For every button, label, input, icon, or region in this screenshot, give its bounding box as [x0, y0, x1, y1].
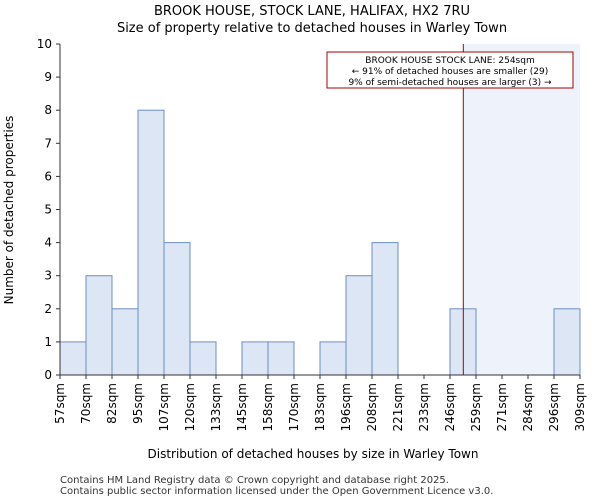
- bar-95sqm: [137, 109, 165, 376]
- bar-145sqm: [241, 341, 269, 376]
- x-tick-label: 284sqm: [521, 383, 535, 431]
- bar-82sqm: [111, 308, 139, 376]
- bar-70sqm: [85, 275, 113, 376]
- y-axis-label: Number of detached properties: [2, 116, 16, 305]
- y-tick-label: 9: [44, 70, 52, 84]
- bar-158sqm: [267, 341, 295, 376]
- x-tick-label: 57sqm: [53, 383, 67, 424]
- y-tick-label: 0: [44, 368, 52, 382]
- bar-107sqm: [163, 242, 191, 376]
- bar-183sqm: [319, 341, 347, 376]
- x-tick-label: 133sqm: [209, 383, 223, 431]
- x-tick-label: 259sqm: [469, 383, 483, 431]
- annotation-line-3: 9% of semi-detached houses are larger (3…: [348, 78, 552, 88]
- annotation-box: [326, 51, 574, 89]
- x-axis-label: Distribution of detached houses by size …: [148, 447, 479, 461]
- x-tick-label: 95sqm: [131, 383, 145, 424]
- x-tick-label: 271sqm: [495, 383, 509, 431]
- x-tick-label: 208sqm: [365, 383, 379, 431]
- chart-subtitle: Size of property relative to detached ho…: [117, 21, 507, 36]
- x-tick-label: 107sqm: [157, 383, 171, 431]
- y-tick-label: 4: [44, 236, 52, 250]
- bar-296sqm: [553, 308, 581, 376]
- y-tick-label: 2: [44, 302, 52, 316]
- x-tick-label: 183sqm: [313, 383, 327, 431]
- x-tick-label: 196sqm: [339, 383, 353, 431]
- bar-120sqm: [189, 341, 217, 376]
- bar-196sqm: [345, 275, 373, 376]
- x-tick-label: 221sqm: [391, 383, 405, 431]
- y-tick-label: 7: [44, 136, 52, 150]
- y-tick-label: 6: [44, 169, 52, 183]
- bar-57sqm: [59, 341, 87, 376]
- y-tick-label: 5: [44, 203, 52, 217]
- x-tick-label: 70sqm: [79, 383, 93, 424]
- x-tick-label: 296sqm: [547, 383, 561, 431]
- y-tick-label: 1: [44, 335, 52, 349]
- annotation-line-2: ← 91% of detached houses are smaller (29…: [352, 67, 549, 77]
- footer-line-2: Contains public sector information licen…: [60, 486, 493, 497]
- chart-title: BROOK HOUSE, STOCK LANE, HALIFAX, HX2 7R…: [154, 4, 470, 19]
- y-tick-label: 10: [37, 37, 52, 51]
- plot-area: 0 1 2 3 4 5 6 7 8 9 10 57sqm 70sqm 82sqm 95sqm 107sqm 12…: [37, 37, 587, 431]
- bar-208sqm: [371, 242, 399, 376]
- x-tick-label: 246sqm: [443, 383, 457, 431]
- x-tick-label: 233sqm: [417, 383, 431, 431]
- x-tick-label: 158sqm: [261, 383, 275, 431]
- x-tick-label: 145sqm: [235, 383, 249, 431]
- annotation-line-1: BROOK HOUSE STOCK LANE: 254sqm: [365, 56, 534, 66]
- x-tick-label: 170sqm: [287, 383, 301, 431]
- x-tick-label: 120sqm: [183, 383, 197, 431]
- x-tick-label: 309sqm: [573, 383, 587, 431]
- y-tick-label: 3: [44, 269, 52, 283]
- y-tick-label: 8: [44, 103, 52, 117]
- footer-line-1: Contains HM Land Registry data © Crown c…: [60, 475, 449, 486]
- x-tick-label: 82sqm: [105, 383, 119, 424]
